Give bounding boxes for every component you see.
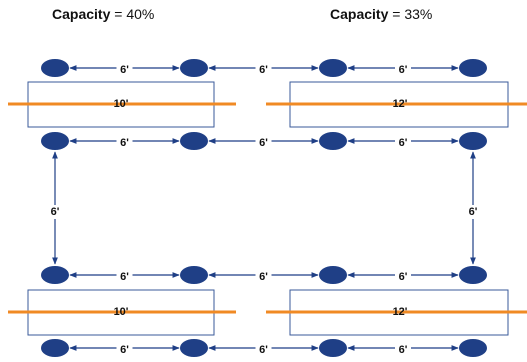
vertical-label-bg [46, 205, 64, 219]
vertical-spacing-label-right: 6' [469, 206, 478, 218]
seat-r2-c4 [459, 132, 487, 150]
seat-r1-c1 [41, 59, 69, 77]
spacing-label-bg [116, 342, 133, 354]
spacing-label-bg [116, 269, 133, 281]
table-length-label-4: 12' [393, 306, 408, 318]
seat-r3-c1 [41, 266, 69, 284]
seat-r2-c2 [180, 132, 208, 150]
spacing-label-row3-3-seat: 6' [399, 271, 408, 283]
capacity-label-right: Capacity = 33% [330, 6, 433, 22]
spacing-label-bg [255, 342, 272, 354]
spacing-label-row2-3-seat: 6' [399, 137, 408, 149]
capacity-label-left: Capacity = 40% [52, 6, 155, 22]
seat-r1-c2 [180, 59, 208, 77]
seat-r4-c2 [180, 339, 208, 357]
spacing-label-row1-2-between: 6' [259, 64, 268, 76]
spacing-label-bg [395, 62, 411, 74]
spacing-label-row3-2-between: 6' [259, 271, 268, 283]
spacing-label-bg [395, 135, 411, 147]
seat-r3-c2 [180, 266, 208, 284]
spacing-label-row2-2-between: 6' [259, 137, 268, 149]
spacing-label-bg [255, 135, 272, 147]
table-length-label-1: 10' [114, 98, 129, 110]
spacing-label-row1-3-seat: 6' [399, 64, 408, 76]
seat-r3-c3 [319, 266, 347, 284]
spacing-label-bg [255, 62, 272, 74]
seat-r2-c3 [319, 132, 347, 150]
seat-r2-c1 [41, 132, 69, 150]
spacing-label-bg [116, 135, 133, 147]
vertical-label-bg [464, 205, 482, 219]
seat-r3-c4 [459, 266, 487, 284]
seat-r1-c4 [459, 59, 487, 77]
table-length-label-2: 12' [393, 98, 408, 110]
seat-r4-c3 [319, 339, 347, 357]
spacing-label-row4-2-between: 6' [259, 344, 268, 356]
spacing-label-row4-1-seat: 6' [120, 344, 129, 356]
seat-r4-c4 [459, 339, 487, 357]
seat-r1-c3 [319, 59, 347, 77]
spacing-label-row4-3-seat: 6' [399, 344, 408, 356]
seat-r4-c1 [41, 339, 69, 357]
spacing-label-bg [116, 62, 133, 74]
spacing-label-bg [395, 342, 411, 354]
spacing-label-row2-1-seat: 6' [120, 137, 129, 149]
vertical-spacing-label-left: 6' [51, 206, 60, 218]
spacing-label-row1-1-seat: 6' [120, 64, 129, 76]
spacing-label-bg [395, 269, 411, 281]
table-length-label-3: 10' [114, 306, 129, 318]
spacing-label-row3-1-seat: 6' [120, 271, 129, 283]
spacing-label-bg [255, 269, 272, 281]
